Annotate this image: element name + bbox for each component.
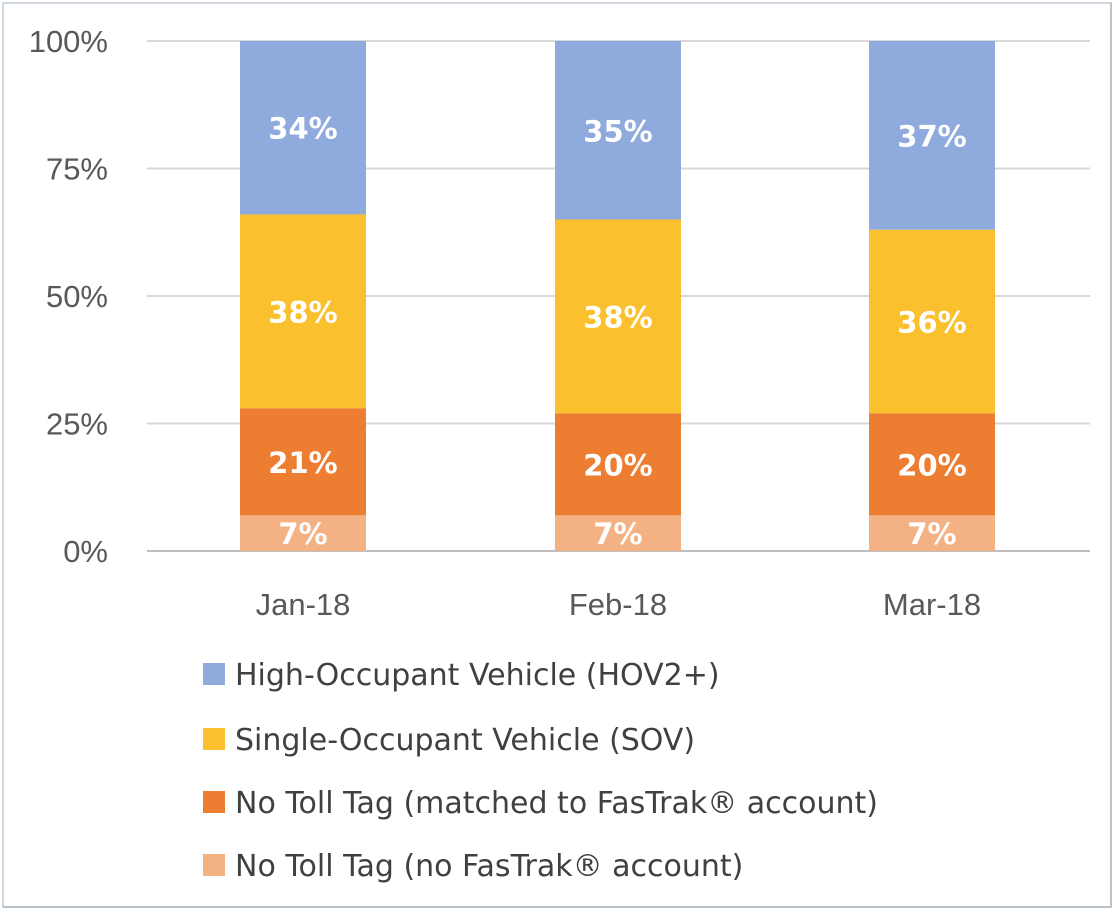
legend-swatch: [203, 728, 225, 750]
data-label: 35%: [583, 114, 652, 148]
y-tick-label: 0%: [63, 534, 108, 569]
bar-segment: [555, 515, 681, 551]
y-axis-ticks: 0% 25% 50% 75% 100%: [29, 24, 108, 569]
bar-segment: [555, 413, 681, 516]
y-tick-label: 75%: [46, 152, 108, 187]
x-category-label: Mar-18: [883, 587, 981, 622]
data-label: 36%: [897, 306, 966, 340]
legend-swatch: [203, 854, 225, 876]
data-label: 7%: [593, 517, 642, 551]
legend-label: High-Occupant Vehicle (HOV2+): [235, 658, 720, 693]
y-tick-label: 100%: [29, 24, 108, 59]
bar-segment: [869, 413, 995, 516]
legend-label: No Toll Tag (matched to FasTrak® account…: [235, 786, 878, 821]
legend-label: Single-Occupant Vehicle (SOV): [235, 723, 695, 758]
data-label: 21%: [268, 446, 337, 480]
data-label: 34%: [268, 112, 337, 146]
bar-segment: [240, 214, 366, 409]
bar-segment: [555, 219, 681, 414]
legend: High-Occupant Vehicle (HOV2+) Single-Occu…: [203, 658, 878, 884]
data-label: 7%: [278, 517, 327, 551]
bar-segment: [869, 41, 995, 230]
data-label: 20%: [897, 448, 966, 482]
data-label: 7%: [907, 517, 956, 551]
bar-segment: [869, 515, 995, 551]
y-tick-label: 50%: [46, 279, 108, 314]
x-category-label: Jan-18: [256, 587, 351, 622]
legend-swatch: [203, 791, 225, 813]
x-axis-categories: Jan-18 Feb-18 Mar-18: [256, 587, 982, 622]
data-label: 38%: [268, 295, 337, 329]
legend-swatch: [203, 663, 225, 685]
bars: [240, 41, 995, 551]
data-label: 20%: [583, 448, 652, 482]
bar-segment: [240, 41, 366, 215]
bar-segment: [240, 408, 366, 516]
legend-label: No Toll Tag (no FasTrak® account): [235, 849, 743, 884]
x-category-label: Feb-18: [569, 587, 667, 622]
data-labels: 7% 21% 38% 34% 7% 20% 38% 35% 7% 20% 36% 37%: [268, 112, 966, 551]
bar-segment: [240, 515, 366, 551]
data-label: 38%: [583, 300, 652, 334]
bar-segment: [869, 229, 995, 414]
y-tick-label: 25%: [46, 407, 108, 442]
bar-segment: [555, 41, 681, 220]
data-label: 37%: [897, 119, 966, 153]
